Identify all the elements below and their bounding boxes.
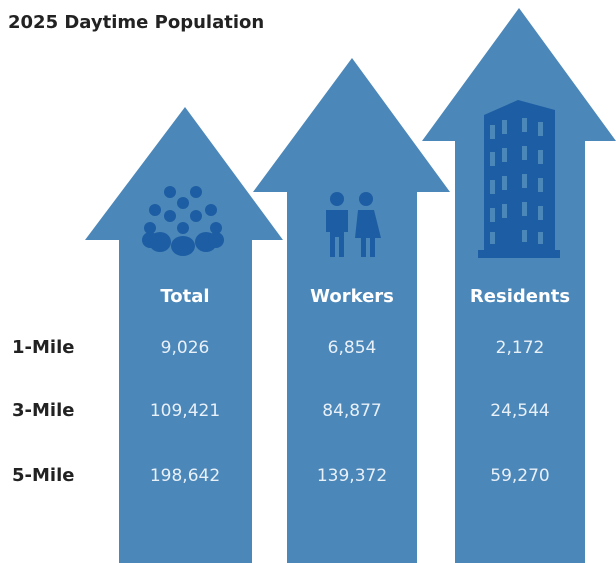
building-icon [478,100,560,258]
value: 84,877 [322,401,381,421]
value: 109,421 [150,401,220,421]
column-label: Total [160,286,209,307]
column-label: Residents [470,286,570,307]
value: 24,544 [490,401,549,421]
row-label: 3-Mile [12,400,74,421]
value: 139,372 [317,466,387,486]
value: 2,172 [496,338,545,358]
value: 59,270 [490,466,549,486]
arrow [253,58,450,563]
value: 9,026 [161,338,210,358]
people-icon [142,186,224,256]
row-label: 1-Mile [12,337,74,358]
column-label: Workers [310,286,394,307]
row-label: 5-Mile [12,465,74,486]
arrow [422,8,616,563]
value: 6,854 [328,338,377,358]
title: 2025 Daytime Population [8,12,264,33]
workers-icon [326,192,381,257]
arrow [85,107,283,563]
value: 198,642 [150,466,220,486]
